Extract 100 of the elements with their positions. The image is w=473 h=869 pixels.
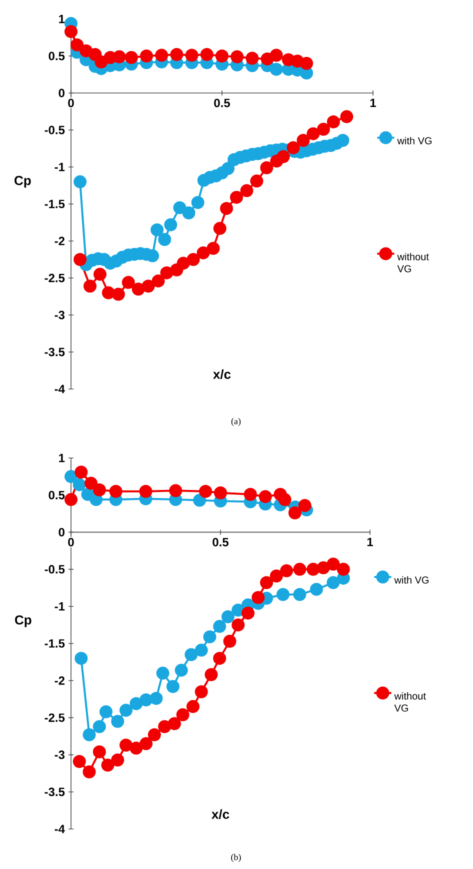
y-tick-label: -0.5	[44, 565, 65, 574]
point	[84, 476, 98, 490]
legend-label: without VG	[394, 692, 426, 712]
y-tick-label: -4	[54, 384, 65, 394]
point	[194, 644, 208, 657]
point	[326, 558, 340, 571]
point	[293, 562, 306, 576]
text: (a)	[231, 418, 241, 426]
point	[155, 48, 168, 62]
point	[142, 280, 155, 293]
legend-label: with VG	[394, 576, 429, 584]
point	[186, 253, 200, 266]
point	[72, 754, 86, 768]
point	[306, 562, 320, 576]
point	[310, 582, 323, 596]
point	[152, 274, 165, 288]
point	[109, 484, 122, 498]
y-tick-label: 0.5	[48, 490, 65, 500]
point	[213, 652, 226, 665]
point	[156, 666, 170, 680]
y-tick-label: -2	[54, 236, 64, 246]
point	[230, 190, 243, 204]
point	[112, 50, 126, 64]
point	[112, 288, 125, 301]
x-tick-label: 1	[370, 98, 376, 107]
point	[200, 48, 214, 62]
point	[213, 222, 226, 235]
y-tick-label: -2.5	[44, 713, 65, 722]
y-tick-label: -2	[54, 676, 64, 685]
point	[120, 704, 133, 717]
point	[199, 484, 212, 498]
point	[316, 561, 330, 574]
point	[64, 470, 78, 484]
point	[326, 115, 340, 128]
point	[120, 738, 133, 752]
point	[258, 490, 272, 504]
point	[74, 253, 87, 266]
point	[72, 478, 86, 492]
point	[176, 256, 190, 270]
point	[92, 483, 106, 496]
point	[223, 634, 236, 648]
point	[246, 52, 259, 65]
point	[111, 753, 124, 766]
point	[122, 276, 135, 289]
point	[170, 48, 184, 62]
point	[132, 282, 145, 296]
y-tick-label: -1.5	[44, 200, 65, 208]
point	[130, 697, 143, 710]
point	[64, 25, 78, 38]
x-tick-label: 0.5	[214, 98, 230, 108]
y-tick-label: -4	[54, 824, 65, 834]
point	[288, 506, 302, 520]
y-tick-label: -3.5	[44, 348, 65, 356]
point	[296, 134, 310, 147]
point	[124, 50, 138, 64]
y-tick-label: -2.5	[44, 274, 65, 282]
point	[326, 576, 340, 590]
point	[169, 484, 182, 498]
point	[82, 765, 96, 778]
text: (b)	[231, 854, 241, 862]
point	[276, 588, 290, 602]
point	[194, 685, 208, 698]
y-tick-label: -1.5	[44, 639, 65, 648]
point	[64, 493, 78, 506]
point	[196, 246, 210, 260]
x-axis-title: x/c	[213, 369, 231, 380]
point	[336, 562, 350, 576]
point	[92, 720, 106, 734]
y-tick-label: 0	[58, 88, 64, 98]
point	[340, 110, 354, 124]
point	[293, 588, 306, 602]
point	[70, 38, 84, 52]
point	[240, 184, 254, 198]
y-tick-label: -3.5	[44, 788, 65, 796]
point	[203, 630, 216, 644]
y-tick-label: 1	[59, 14, 65, 24]
point	[140, 50, 153, 63]
point	[74, 652, 88, 665]
point	[278, 493, 292, 506]
point	[242, 606, 255, 620]
point	[140, 737, 153, 750]
point	[270, 48, 283, 62]
point	[214, 486, 227, 500]
point	[232, 618, 245, 632]
point	[130, 742, 143, 755]
y-axis-title: Cp	[15, 615, 32, 628]
point	[286, 141, 300, 154]
y-axis-title: Cp	[14, 176, 31, 188]
point	[176, 708, 190, 722]
point	[174, 664, 188, 677]
point	[82, 728, 96, 742]
point	[168, 717, 181, 730]
y-tick-label: -3	[54, 310, 65, 320]
point	[204, 668, 218, 682]
point	[306, 127, 320, 140]
point	[74, 466, 88, 479]
point	[93, 268, 106, 281]
point	[280, 564, 294, 578]
y-tick-label: -0.5	[44, 126, 65, 134]
point	[140, 693, 153, 706]
